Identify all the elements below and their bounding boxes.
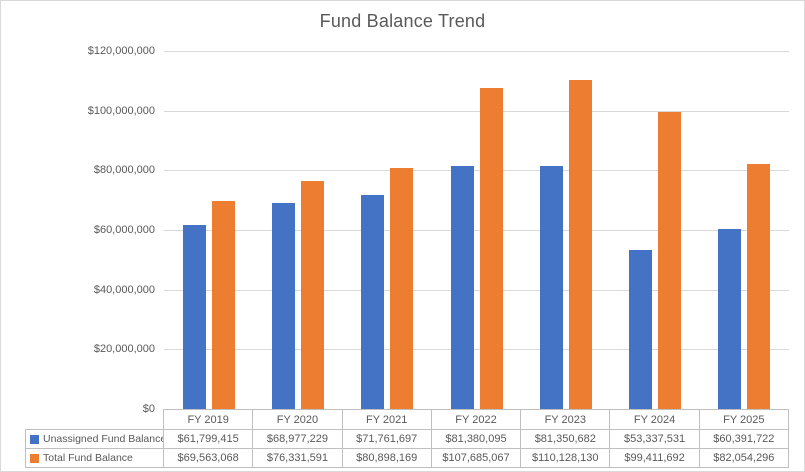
gridline [164,110,789,112]
table-value-cell: $80,898,169 [342,449,432,468]
bar-total-fund-balance-fy-2021 [390,167,414,409]
bar-unassigned-fund-balance-fy-2019 [182,224,206,409]
table-value-cell: $99,411,692 [610,449,700,468]
legend-item: Unassigned Fund Balance [25,430,164,449]
legend-swatch-icon [30,434,39,444]
table-category-header: FY 2022 [431,409,522,430]
y-axis-label: $0 [142,403,155,415]
legend-item: Total Fund Balance [25,449,164,468]
table-value-cell: $71,761,697 [342,430,432,449]
table-category-header: FY 2023 [521,409,611,430]
table-category-header: FY 2021 [342,409,432,430]
table-value-cell: $81,380,095 [431,430,522,449]
y-axis-label: $60,000,000 [93,224,155,236]
gridline [164,289,789,291]
gridline [164,51,789,52]
table-corner [25,409,164,430]
bar-total-fund-balance-fy-2025 [747,164,771,409]
bar-total-fund-balance-fy-2023 [568,80,592,409]
bar-total-fund-balance-fy-2019 [211,201,235,409]
y-axis-label: $80,000,000 [93,164,155,177]
y-axis-label: $100,000,000 [87,104,155,117]
legend-label: Total Fund Balance [43,452,133,464]
plot-area [164,51,789,409]
gridline [164,230,789,231]
bar-total-fund-balance-fy-2020 [300,181,324,409]
table-category-header: FY 2019 [164,409,254,430]
table-value-cell: $82,054,296 [699,449,789,468]
bar-unassigned-fund-balance-fy-2025 [718,228,742,409]
bar-unassigned-fund-balance-fy-2022 [450,166,474,409]
data-table: FY 2019 FY 2020 FY 2021 FY 2022 FY 2023 FY 20… [25,409,789,468]
bar-unassigned-fund-balance-fy-2024 [629,249,653,409]
bar-unassigned-fund-balance-fy-2021 [361,194,385,409]
bar-total-fund-balance-fy-2024 [658,112,682,409]
bar-unassigned-fund-balance-fy-2023 [539,166,563,409]
bar-total-fund-balance-fy-2022 [479,87,503,409]
table-value-cell: $69,563,068 [164,449,254,468]
y-axis: $0 $20,000,000 $40,000,000 $60,000,000 $80,0… [1,45,155,415]
bar-unassigned-fund-balance-fy-2020 [271,203,295,409]
table-value-cell: $60,391,722 [699,430,789,449]
y-axis-label: $40,000,000 [93,283,155,296]
y-axis-label: $20,000,000 [93,343,155,356]
y-axis-label: $120,000,000 [87,45,155,57]
table-value-cell: $76,331,591 [253,449,343,468]
legend-label: Unassigned Fund Balance [43,433,164,445]
table-category-header: FY 2020 [253,409,343,430]
table-value-cell: $53,337,531 [610,430,700,449]
gridline [164,349,789,351]
table-category-header: FY 2024 [610,409,700,430]
gridline [164,170,789,172]
table-value-cell: $61,799,415 [164,430,254,449]
table-value-cell: $68,977,229 [253,430,343,449]
legend-swatch-icon [30,453,39,463]
chart-title: Fund Balance Trend [319,11,486,31]
table-category-header: FY 2025 [699,409,789,430]
table-value-cell: $107,685,067 [431,449,522,468]
table-value-cell: $110,128,130 [521,449,611,468]
table-value-cell: $81,350,682 [521,430,611,449]
